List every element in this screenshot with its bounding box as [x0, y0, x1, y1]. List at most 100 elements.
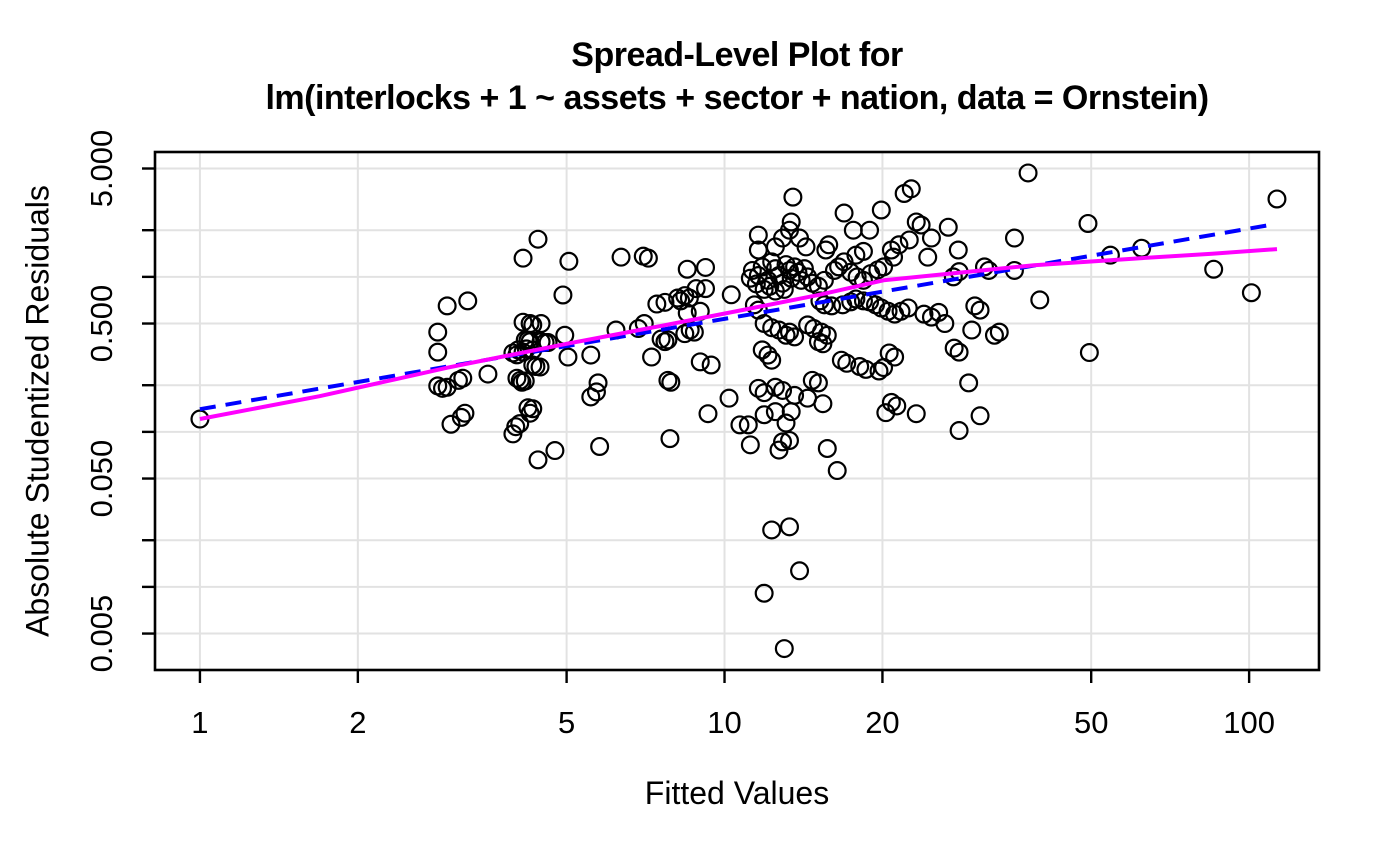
data-point — [762, 520, 782, 540]
lowess-smooth-line — [199, 247, 1278, 421]
data-point — [655, 332, 675, 352]
data-point — [428, 342, 448, 362]
data-point — [1018, 163, 1038, 183]
data-point — [1204, 259, 1224, 279]
data-point — [765, 281, 785, 301]
data-point — [949, 342, 969, 362]
x-tick-label: 10 — [707, 705, 741, 740]
data-point — [523, 399, 543, 419]
data-point — [790, 561, 810, 581]
data-point — [686, 279, 706, 299]
y-tick-label: 5.000 — [84, 130, 119, 208]
data-point — [779, 430, 799, 450]
data-point — [701, 355, 721, 375]
data-point — [507, 368, 527, 388]
data-point — [581, 345, 601, 365]
data-point — [520, 403, 540, 423]
chart-title-line2: lm(interlocks + 1 ~ assets + sector + na… — [265, 79, 1209, 117]
data-point — [437, 377, 457, 397]
data-point — [814, 270, 834, 290]
data-point — [813, 334, 833, 354]
data-point — [651, 329, 671, 349]
data-point — [935, 314, 955, 334]
data-point — [758, 345, 778, 365]
data-point — [530, 357, 550, 377]
y-tick-label: 0.050 — [84, 440, 119, 518]
data-point — [906, 212, 926, 232]
data-point — [506, 417, 526, 437]
data-point — [871, 200, 891, 220]
data-point — [754, 583, 774, 603]
data-point — [974, 257, 994, 277]
data-point — [730, 415, 750, 435]
data-point — [779, 322, 799, 342]
x-tick-label: 1 — [191, 705, 208, 740]
data-point — [696, 279, 716, 299]
data-point — [1079, 343, 1099, 363]
data-point — [740, 435, 760, 455]
data-point — [879, 343, 899, 363]
data-point — [783, 187, 803, 207]
data-point — [829, 257, 849, 277]
data-point — [779, 517, 799, 537]
data-point — [887, 396, 907, 416]
data-point — [1267, 189, 1287, 209]
data-point — [559, 251, 579, 271]
data-point — [437, 296, 457, 316]
data-point — [642, 347, 662, 367]
data-point — [762, 350, 782, 370]
data-point — [677, 259, 697, 279]
y-tick-label: 0.005 — [84, 595, 119, 673]
data-point — [989, 322, 1009, 342]
data-point — [696, 257, 716, 277]
data-point — [531, 314, 551, 334]
data-point — [949, 421, 969, 441]
data-point — [796, 237, 816, 257]
data-point — [558, 347, 578, 367]
data-point — [752, 340, 772, 360]
data-point — [441, 414, 461, 434]
data-point — [1030, 290, 1050, 310]
data-point — [781, 402, 801, 422]
data-point — [679, 288, 699, 308]
data-point — [911, 215, 931, 235]
data-point — [453, 368, 473, 388]
data-point — [647, 294, 667, 314]
data-point — [776, 325, 796, 345]
data-point — [675, 324, 695, 344]
x-tick-label: 2 — [349, 705, 366, 740]
data-point — [638, 248, 658, 268]
data-point — [721, 285, 741, 305]
data-point — [1004, 228, 1024, 248]
y-axis-label: Absolute Studentized Residuals — [19, 185, 56, 637]
data-point — [586, 382, 606, 402]
data-point — [853, 241, 873, 261]
data-point — [860, 220, 880, 240]
data-point — [898, 298, 918, 318]
data-point — [817, 439, 837, 459]
data-point — [970, 300, 990, 320]
chart-title-line1: Spread-Level Plot for — [571, 36, 903, 74]
power-fit-line — [199, 222, 1276, 412]
data-point — [918, 247, 938, 267]
data-point — [769, 440, 789, 460]
data-point — [515, 371, 535, 391]
data-point — [822, 296, 842, 316]
data-point — [611, 247, 631, 267]
data-point — [889, 235, 909, 255]
data-point — [428, 322, 448, 342]
data-point — [660, 429, 680, 449]
data-point — [921, 228, 941, 248]
x-tick-label: 100 — [1223, 705, 1275, 740]
data-point — [869, 361, 889, 381]
data-point — [929, 302, 949, 322]
chart-title: Spread-Level Plot for lm(interlocks + 1 … — [155, 34, 1319, 120]
data-point — [899, 230, 919, 250]
data-point — [528, 450, 548, 470]
data-point — [738, 415, 758, 435]
data-point — [773, 380, 793, 400]
data-point — [779, 260, 799, 280]
data-point — [545, 441, 565, 461]
data-point — [719, 388, 739, 408]
